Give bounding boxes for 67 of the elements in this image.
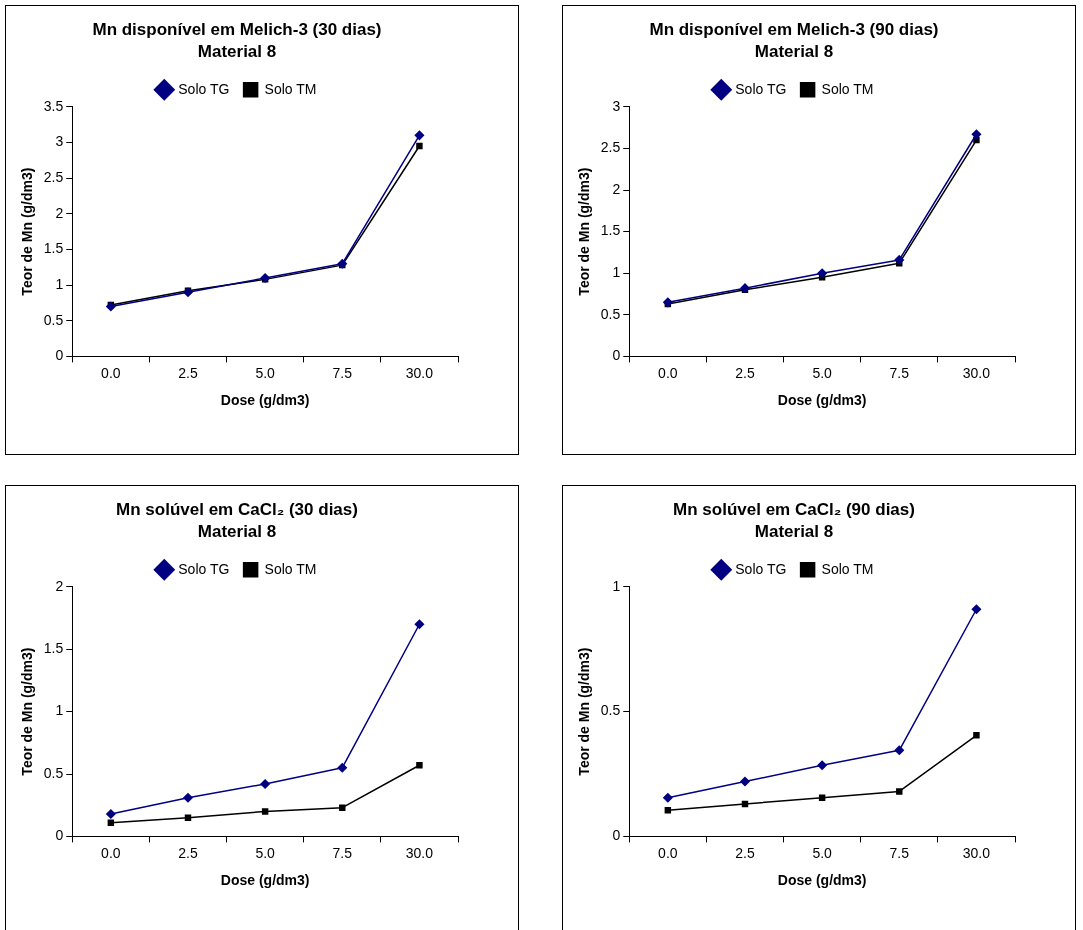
legend-label: Solo TM [821, 560, 874, 577]
x-tick-label: 0.0 [658, 364, 678, 381]
y-tick-label: 1.5 [600, 222, 621, 239]
x-tick-label: 7.5 [332, 364, 353, 381]
legend-label: Solo TG [735, 80, 787, 97]
y-tick-label: 1.5 [43, 640, 64, 657]
x-tick-label: 0.0 [101, 844, 121, 861]
chart-title: Mn disponível em Melich-3 (30 dias) [92, 19, 382, 39]
y-axis-title: Teor de Mn (g/dm3) [19, 167, 36, 296]
x-axis-title: Dose (g/dm3) [777, 392, 867, 409]
x-axis-title: Dose (g/dm3) [220, 872, 310, 889]
y-tick-label: 3 [55, 133, 64, 150]
chart-title: Mn solúvel em CaCl₂ (30 dias) [116, 499, 358, 519]
x-tick-label: 30.0 [962, 844, 991, 861]
y-tick-label: 2 [55, 577, 64, 594]
y-tick-label: 0 [612, 347, 621, 364]
y-tick-label: 2.5 [600, 139, 621, 156]
y-tick-label: 1 [55, 275, 64, 292]
x-tick-label: 0.0 [658, 844, 678, 861]
y-tick-label: 2.5 [43, 168, 64, 185]
x-tick-label: 7.5 [332, 844, 353, 861]
y-tick-label: 1.5 [43, 240, 64, 257]
x-tick-label: 2.5 [735, 364, 755, 381]
chart-title: Mn solúvel em CaCl₂ (90 dias) [673, 499, 915, 519]
y-axis-title: Teor de Mn (g/dm3) [576, 647, 593, 776]
x-tick-label: 7.5 [889, 364, 910, 381]
x-tick-label: 5.0 [812, 844, 833, 861]
legend-label: Solo TM [821, 80, 874, 97]
chart-subtitle: Material 8 [754, 522, 834, 542]
x-tick-label: 5.0 [255, 844, 276, 861]
legend-label: Solo TM [264, 80, 317, 97]
y-tick-label: 0 [612, 827, 621, 844]
x-tick-label: 2.5 [178, 364, 198, 381]
y-tick-label: 0.5 [600, 702, 621, 719]
legend-label: Solo TG [178, 560, 230, 577]
chart-subtitle: Material 8 [197, 42, 277, 62]
chart-subtitle: Material 8 [197, 522, 277, 542]
chart-title: Mn disponível em Melich-3 (90 dias) [649, 19, 939, 39]
y-tick-label: 1 [612, 577, 621, 594]
y-axis-title: Teor de Mn (g/dm3) [19, 647, 36, 776]
x-tick-label: 5.0 [255, 364, 276, 381]
y-tick-label: 3 [612, 97, 621, 114]
legend-label: Solo TM [264, 560, 317, 577]
y-tick-label: 3.5 [43, 97, 64, 114]
y-tick-label: 2 [612, 180, 621, 197]
x-tick-label: 30.0 [962, 364, 991, 381]
y-tick-label: 1 [612, 264, 621, 281]
x-axis-title: Dose (g/dm3) [777, 872, 867, 889]
x-tick-label: 30.0 [405, 844, 434, 861]
y-tick-label: 0.5 [43, 311, 64, 328]
y-tick-label: 2 [55, 204, 64, 221]
y-axis-title: Teor de Mn (g/dm3) [576, 167, 593, 296]
x-tick-label: 30.0 [405, 364, 434, 381]
y-tick-label: 1 [55, 702, 64, 719]
y-tick-label: 0.5 [43, 764, 64, 781]
x-tick-label: 2.5 [735, 844, 755, 861]
x-tick-label: 2.5 [178, 844, 198, 861]
x-tick-label: 0.0 [101, 364, 121, 381]
y-tick-label: 0 [55, 347, 64, 364]
legend-label: Solo TG [735, 560, 787, 577]
x-tick-label: 5.0 [812, 364, 833, 381]
y-tick-label: 0.5 [600, 305, 621, 322]
y-tick-label: 0 [55, 827, 64, 844]
legend-label: Solo TG [178, 80, 230, 97]
x-axis-title: Dose (g/dm3) [220, 392, 310, 409]
chart-subtitle: Material 8 [754, 42, 834, 62]
x-tick-label: 7.5 [889, 844, 910, 861]
